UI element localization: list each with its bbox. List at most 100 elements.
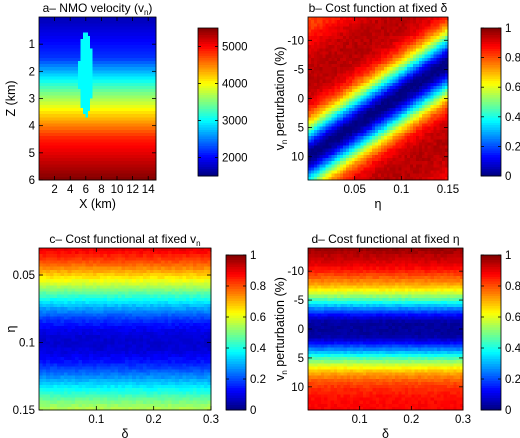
heatmap-cell (337, 67, 341, 71)
heatmap-cell (63, 132, 67, 137)
heatmap-cell (90, 142, 94, 147)
heatmap-cell (99, 101, 103, 106)
heatmap-cell (43, 123, 47, 128)
heatmap-cell (58, 104, 62, 109)
heatmap-cell (121, 95, 125, 100)
heatmap-cell (313, 151, 318, 156)
heatmap-cell (331, 107, 335, 112)
heatmap-cell (424, 145, 429, 150)
heatmap-cell (102, 95, 106, 100)
heatmap-cell (378, 170, 382, 175)
heatmap-cell (68, 82, 72, 87)
heatmap-cell (430, 145, 435, 150)
heatmap-cell (395, 89, 400, 93)
heatmap-cell (90, 29, 94, 34)
heatmap-cell (138, 35, 142, 40)
heatmap-cell (90, 42, 94, 46)
heatmap-cell (92, 132, 96, 137)
heatmap-cell (85, 85, 89, 90)
heatmap-cell (134, 17, 138, 21)
heatmap-cell (126, 26, 130, 31)
heatmap-cell (372, 20, 376, 24)
heatmap-cell (124, 73, 128, 78)
heatmap-cell (138, 151, 142, 156)
heatmap-cell (121, 29, 125, 34)
heatmap-cell (401, 60, 405, 65)
heatmap-cell (360, 104, 365, 109)
heatmap-cell (348, 35, 353, 40)
heatmap-cell (415, 29, 420, 34)
heatmap-cell (372, 101, 376, 106)
heatmap-cell (109, 158, 113, 162)
heatmap-cell (85, 145, 89, 150)
heatmap-cell (313, 170, 318, 175)
heatmap-cell (357, 98, 362, 103)
heatmap-cell (328, 167, 332, 172)
heatmap-cell (316, 89, 321, 93)
heatmap-cell (380, 51, 385, 56)
heatmap-cell (65, 23, 69, 27)
heatmap-cell (357, 136, 362, 140)
heatmap-cell (418, 89, 423, 93)
heatmap-cell (407, 161, 411, 165)
heatmap-cell (343, 48, 347, 53)
heatmap-cell (82, 23, 86, 27)
heatmap-cell (395, 82, 400, 87)
heatmap-cell (70, 132, 74, 137)
heatmap-cell (345, 154, 350, 159)
heatmap-cell (325, 151, 330, 156)
heatmap-cell (48, 101, 52, 106)
heatmap-cell (445, 101, 449, 106)
heatmap-cell (114, 23, 118, 27)
heatmap-cell (143, 101, 147, 106)
colorbar-segment (198, 164, 218, 168)
heatmap-cell (325, 89, 330, 93)
heatmap-cell (92, 176, 96, 181)
heatmap-cell (389, 107, 394, 112)
heatmap-cell (331, 57, 335, 62)
heatmap-cell (340, 117, 344, 122)
heatmap-cell (369, 32, 373, 37)
heatmap-cell (375, 104, 379, 109)
heatmap-cell (92, 79, 96, 84)
heatmap-cell (386, 101, 391, 106)
heatmap-cell (90, 132, 94, 137)
heatmap-cell (51, 154, 55, 159)
heatmap-cell (131, 107, 135, 112)
heatmap-cell (51, 148, 55, 153)
heatmap-cell (313, 117, 318, 122)
heatmap-cell (357, 64, 362, 68)
heatmap-cell (334, 85, 338, 90)
heatmap-cell (328, 117, 332, 122)
heatmap-cell (404, 57, 408, 62)
heatmap-cell (427, 35, 432, 40)
heatmap-cell (63, 23, 67, 27)
heatmap-cell (310, 89, 315, 93)
heatmap-cell (439, 132, 443, 137)
heatmap-cell (389, 104, 394, 109)
heatmap-cell (442, 23, 446, 27)
heatmap-cell (90, 89, 94, 93)
heatmap-cell (73, 79, 77, 84)
heatmap-cell (119, 76, 123, 81)
heatmap-cell (73, 64, 77, 68)
heatmap-cell (43, 98, 47, 103)
heatmap-cell (389, 17, 394, 21)
heatmap-cell (75, 51, 79, 56)
heatmap-cell (430, 89, 435, 93)
heatmap-cell (375, 26, 379, 31)
heatmap-cell (134, 73, 138, 78)
heatmap-cell (80, 123, 84, 128)
heatmap-cell (348, 148, 353, 153)
heatmap-cell (343, 73, 347, 78)
heatmap-cell (310, 161, 315, 165)
heatmap-cell (445, 132, 449, 137)
heatmap-cell (104, 142, 108, 147)
heatmap-cell (117, 48, 121, 53)
heatmap-cell (102, 98, 106, 103)
heatmap-cell (129, 60, 133, 65)
heatmap-cell (73, 114, 77, 118)
heatmap-cell (354, 129, 359, 134)
heatmap-cell (372, 48, 376, 53)
heatmap-cell (407, 167, 411, 172)
